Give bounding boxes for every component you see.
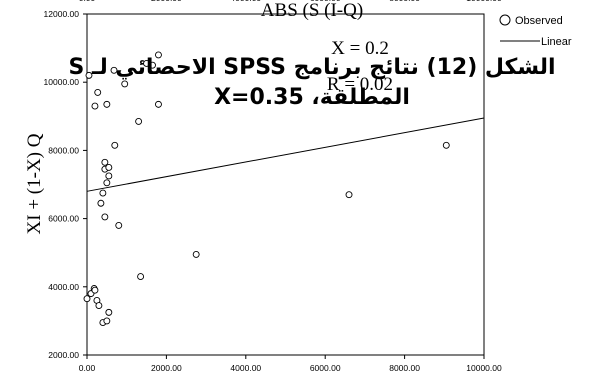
data-point (149, 61, 156, 69)
annotation-x: X = 0.2 (331, 38, 389, 59)
data-point (155, 51, 162, 59)
data-point (192, 250, 200, 258)
y-axis-ticks: 2000.00 4000.00 6000.00 8000.00 10000.00 1200… (44, 9, 87, 360)
y-tick-label: 4000.00 (48, 282, 79, 292)
data-point (94, 88, 102, 96)
data-point (442, 141, 450, 149)
top-tick-label: 6000.00 (310, 0, 341, 3)
data-point (101, 213, 109, 221)
x-tick-label: 4000.00 (230, 363, 261, 373)
y-tick-label: 8000.00 (48, 145, 79, 155)
y-tick-label: 12000.00 (44, 9, 80, 19)
data-point (99, 189, 107, 197)
x-tick-label: 10000.00 (466, 363, 502, 373)
top-tick-label: 8000.00 (389, 0, 420, 3)
data-point (345, 191, 353, 199)
chart-title: ABS (S (I-Q) (261, 0, 363, 21)
legend-observed-label: Observed (515, 15, 563, 27)
x-axis-ticks: 0.00 2000.00 4000.00 6000.00 8000.00 10000.00 (79, 355, 502, 373)
plot-frame (86, 13, 485, 356)
data-point (121, 80, 129, 88)
caption-line-1: الشكل (12) نتائج برنامج SPSS الاحصائي لـ… (68, 55, 555, 80)
top-axis-ticks: 0.00 2000.00 4000.00 6000.00 8000.00 10000.00 (79, 0, 502, 3)
data-point (155, 100, 162, 108)
legend-linear-label: Linear (541, 36, 572, 48)
data-point (135, 117, 143, 125)
data-point (85, 71, 93, 79)
x-tick-label: 8000.00 (389, 363, 420, 373)
data-point (115, 221, 123, 229)
data-point (91, 286, 99, 294)
plot-area (86, 13, 485, 356)
caption-line-2: المطلقة، X=0.35 (214, 85, 410, 110)
data-point (101, 158, 109, 166)
top-tick-label: 4000.00 (230, 0, 261, 3)
data-point (105, 308, 113, 316)
x-tick-label: 6000.00 (310, 363, 341, 373)
y-axis-label: XI + (1-X) Q (24, 133, 45, 234)
y-tick-label: 10000.00 (44, 77, 80, 87)
data-point (110, 66, 118, 74)
data-point (83, 295, 91, 303)
data-point (95, 302, 103, 310)
top-tick-label: 10000.00 (466, 0, 502, 3)
y-tick-label: 2000.00 (48, 350, 79, 360)
observed-points (83, 51, 450, 327)
data-point (137, 273, 145, 281)
legend: Observed Linear (499, 14, 572, 48)
data-point (103, 179, 111, 187)
data-point (91, 102, 99, 110)
data-point (103, 317, 111, 325)
x-tick-label: 0.00 (79, 363, 96, 373)
data-point (105, 163, 113, 171)
data-point (111, 141, 119, 149)
top-tick-label: 2000.00 (151, 0, 182, 3)
x-tick-label: 2000.00 (151, 363, 182, 373)
data-point (105, 172, 113, 180)
y-tick-label: 6000.00 (48, 214, 79, 224)
linear-fit (86, 117, 485, 192)
legend-observed-marker (499, 14, 511, 26)
annotation-r: R = 0.02 (327, 74, 393, 95)
data-point (103, 100, 111, 108)
linear-fit-line (86, 117, 485, 192)
top-tick-label: 0.00 (79, 0, 96, 3)
data-point (97, 199, 105, 207)
